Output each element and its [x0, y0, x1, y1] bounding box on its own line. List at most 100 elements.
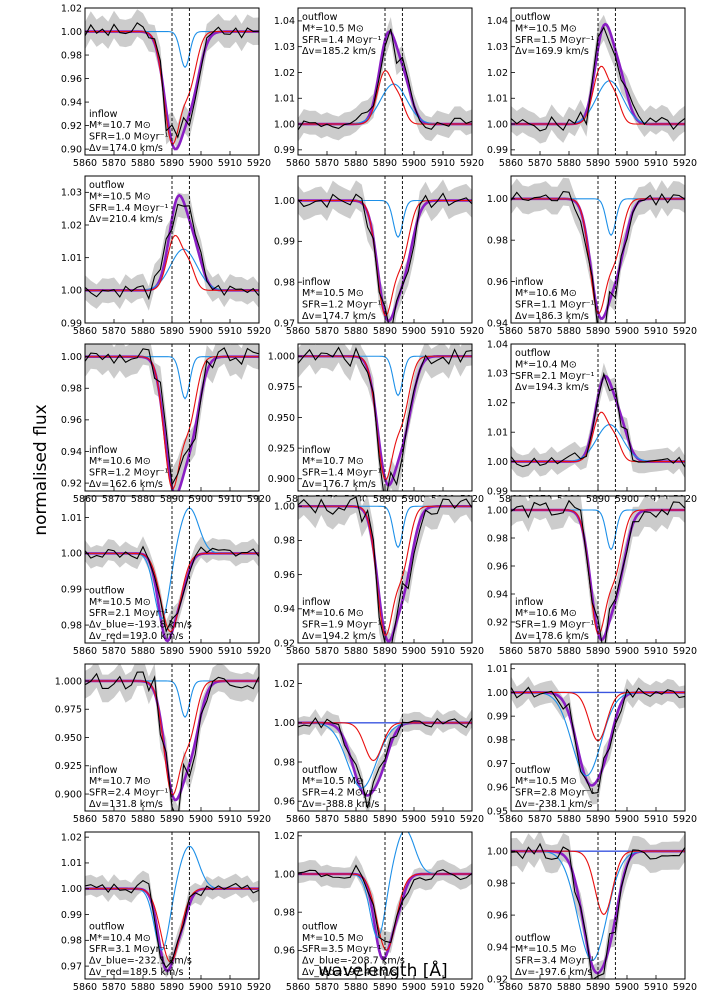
y-tick-label: 1.04: [274, 16, 295, 27]
y-tick-label: 1.000: [268, 352, 295, 363]
y-tick-label: 0.98: [487, 878, 508, 889]
red-component-line: [85, 552, 259, 633]
panel-annotation-line: SFR=1.4 M⊙yr⁻¹: [302, 468, 382, 479]
panel-annotation-line: outflow: [89, 180, 125, 191]
x-tick-label: 5910: [218, 814, 242, 825]
y-tick-label: 0.95: [487, 806, 508, 817]
x-tick-label: 5860: [73, 982, 97, 993]
x-tick-label: 5870: [102, 982, 126, 993]
x-tick-label: 5890: [586, 982, 610, 993]
panel-annotation-line: Δv=174.7 km/s: [302, 311, 376, 322]
panel-annotation-line: SFR=1.9 M⊙yr⁻¹: [515, 620, 595, 631]
panel-annotation-line: M*=10.5 M⊙: [515, 776, 577, 787]
red-component-line: [511, 850, 685, 916]
y-tick-label: 1.00: [274, 869, 295, 880]
uncertainty-band: [511, 14, 685, 144]
x-tick-label: 5890: [160, 326, 184, 337]
y-tick-label: 0.92: [487, 974, 508, 985]
y-tick-label: 0.94: [61, 447, 82, 458]
panel-annotation-line: Δv_red=189.5 km/s: [89, 967, 183, 978]
panel-annotation-line: Δv=185.2 km/s: [302, 46, 376, 57]
panel-annotation-line: Δv_blue=-232.1 km/s: [89, 956, 192, 967]
panel-annotation-line: Δv=162.6 km/s: [89, 479, 163, 490]
x-tick-label: 5870: [102, 814, 126, 825]
x-tick-label: 5870: [102, 494, 126, 505]
x-tick-label: 5860: [286, 326, 310, 337]
x-tick-label: 5860: [73, 326, 97, 337]
x-tick-label: 5890: [160, 158, 184, 169]
panel-annotation-line: Δv_blue=-193.8 km/s: [89, 620, 192, 631]
panel-annotation-line: M*=10.5 M⊙: [302, 288, 364, 299]
panel-8: 58605870588058905900591059201.0000.9750.…: [268, 343, 484, 505]
panel-annotation-line: outflow: [302, 921, 338, 932]
panel-11: 5860 5870 5880 5890 5900 5910 5920 1.00 0.98 0.96…: [274, 495, 484, 657]
y-tick-label: 0.99: [61, 318, 82, 329]
figure-y-axis-label: normalised flux: [31, 404, 51, 535]
y-tick-label: 0.97: [487, 759, 508, 770]
y-tick-label: 1.00: [487, 457, 508, 468]
x-tick-label: 5870: [102, 158, 126, 169]
uncertainty-band: [511, 676, 685, 805]
x-tick-label: 5870: [102, 646, 126, 657]
panel-annotation-line: Δv=-197.6 km/s: [515, 967, 592, 978]
panel-annotation-line: M*=10.5 M⊙: [89, 191, 151, 202]
panel-annotation-line: Δv=186.3 km/s: [515, 311, 589, 322]
x-tick-label: 5890: [373, 814, 397, 825]
panel-annotation-line: inflow: [515, 277, 544, 288]
panel-annotation-line: SFR=1.9 M⊙yr⁻¹: [302, 620, 382, 631]
panel-annotation-line: Δv=210.4 km/s: [89, 214, 163, 225]
y-tick-label: 0.94: [487, 318, 508, 329]
x-tick-label: 5900: [615, 646, 639, 657]
panel-18: 5860 5870 5880 5890 5900 5910 5920 1.00 0.98 0.96…: [487, 831, 697, 993]
y-tick-label: 1.00: [487, 119, 508, 130]
x-tick-label: 5900: [189, 494, 213, 505]
x-tick-label: 5880: [557, 326, 581, 337]
y-tick-label: 0.99: [274, 237, 295, 248]
x-tick-label: 5880: [557, 982, 581, 993]
y-tick-label: 1.02: [61, 3, 82, 14]
y-tick-label: 1.04: [487, 339, 508, 350]
panel-annotation-line: M*=10.5 M⊙: [302, 933, 364, 944]
y-tick-label: 0.92: [274, 638, 295, 649]
x-tick-label: 5880: [131, 494, 155, 505]
x-tick-label: 5880: [344, 814, 368, 825]
panel-annotation-line: SFR=2.1 M⊙yr⁻¹: [89, 608, 169, 619]
x-tick-label: 5900: [402, 326, 426, 337]
x-tick-label: 5860: [73, 158, 97, 169]
panel-annotation-line: SFR=1.4 M⊙yr⁻¹: [302, 35, 382, 46]
y-tick-label: 1.02: [274, 831, 295, 842]
x-tick-label: 5860: [499, 982, 523, 993]
panel-17: 5860 5870 5880 5890 5900 5910 5920 1.02 1.00 0.98…: [274, 831, 484, 993]
panel-9: 58605870588058905900591059201.041.031.02…: [487, 339, 697, 505]
uncertainty-band: [85, 9, 259, 151]
y-tick-label: 0.99: [487, 711, 508, 722]
panel-annotation-line: M*=10.7 M⊙: [302, 456, 364, 467]
x-tick-label: 5920: [673, 158, 697, 169]
x-tick-label: 5910: [218, 646, 242, 657]
y-tick-label: 1.02: [487, 398, 508, 409]
y-tick-label: 0.96: [61, 74, 82, 85]
y-tick-label: 0.90: [61, 144, 82, 155]
x-tick-label: 5860: [73, 646, 97, 657]
uncertainty-band: [85, 536, 259, 642]
y-tick-label: 1.03: [274, 42, 295, 53]
x-tick-label: 5880: [131, 646, 155, 657]
x-tick-label: 5870: [528, 646, 552, 657]
x-tick-label: 5920: [460, 814, 484, 825]
y-tick-label: 0.98: [61, 384, 82, 395]
x-tick-label: 5870: [528, 982, 552, 993]
panel-annotation-line: Δv=174.0 km/s: [89, 143, 163, 154]
x-tick-label: 5910: [218, 982, 242, 993]
y-tick-label: 0.925: [268, 443, 295, 454]
x-tick-label: 5880: [557, 158, 581, 169]
panel-annotation-line: outflow: [89, 921, 125, 932]
y-tick-label: 1.00: [487, 846, 508, 857]
y-tick-label: 0.98: [274, 277, 295, 288]
y-tick-label: 0.96: [274, 570, 295, 581]
panel-10: 5860 5870 5880 5890 5900 5910 5920 1.01 1.00 0.99…: [61, 495, 271, 657]
x-tick-label: 5910: [218, 326, 242, 337]
y-tick-label: 1.00: [61, 549, 82, 560]
red-component-line: [511, 65, 685, 125]
x-tick-label: 5890: [586, 326, 610, 337]
